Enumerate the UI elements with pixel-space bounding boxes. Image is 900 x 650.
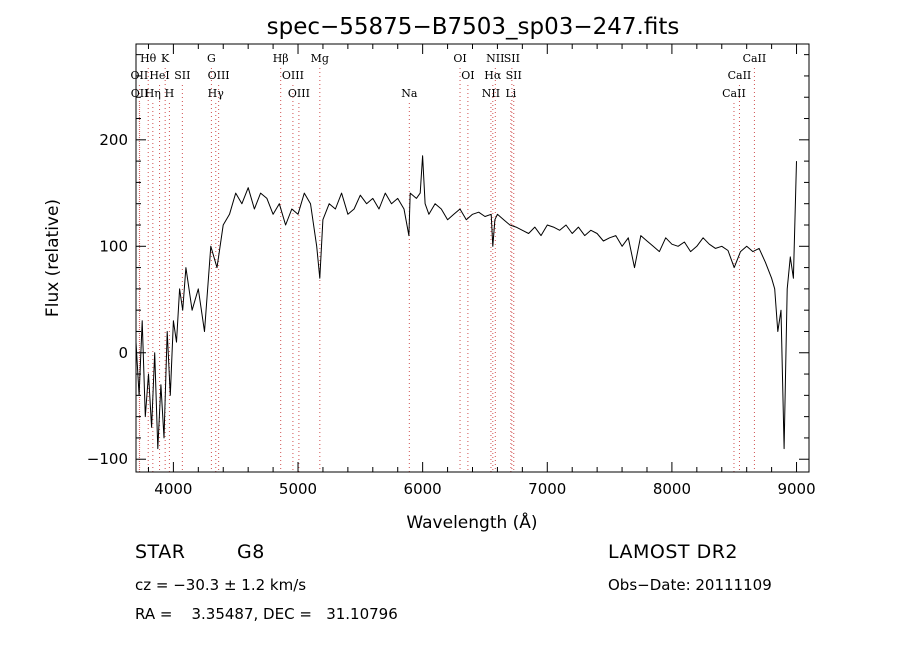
- x-tick-label-4000: 4000: [154, 480, 192, 498]
- x-axis-ticks: 4000 5000 6000 7000 8000 9000: [147, 44, 816, 498]
- x-tick-label-9000: 9000: [777, 480, 815, 498]
- line-label-23: Na: [401, 87, 418, 100]
- line-label-21: Hγ: [208, 87, 225, 100]
- chart-title: spec−55875−B7503_sp03−247.fits: [267, 14, 680, 40]
- line-label-7: SII: [504, 52, 520, 65]
- line-label-24: NII: [482, 87, 500, 100]
- line-label-22: OIII: [288, 87, 310, 100]
- observation-date: Obs−Date: 20111109: [608, 576, 772, 594]
- line-label-8: CaII: [743, 52, 767, 65]
- spectral-line-markers: [138, 68, 755, 472]
- line-label-1: K: [161, 52, 170, 65]
- line-label-2: G: [207, 52, 216, 65]
- y-tick-label--100: −100: [87, 450, 128, 468]
- line-label-14: OI: [461, 69, 474, 82]
- y-axis-ticks: −100 0 100 200: [87, 54, 809, 468]
- object-subclass: G8: [237, 541, 265, 563]
- line-label-3: Hβ: [273, 52, 289, 65]
- x-tick-label-5000: 5000: [279, 480, 317, 498]
- line-label-15: Hα: [484, 69, 502, 82]
- line-label-0: Hθ: [140, 52, 157, 65]
- line-label-4: Mg: [311, 52, 329, 65]
- redshift-velocity: cz = −30.3 ± 1.2 km/s: [135, 576, 307, 594]
- y-tick-label-200: 200: [99, 131, 128, 149]
- line-label-17: CaII: [728, 69, 752, 82]
- line-label-16: SII: [506, 69, 522, 82]
- x-axis-label: Wavelength (Å): [406, 511, 537, 533]
- line-label-6: NII: [486, 52, 504, 65]
- spectrum-line: [135, 155, 797, 450]
- line-label-11: SII: [174, 69, 190, 82]
- line-label-13: OIII: [282, 69, 304, 82]
- survey-name: LAMOST DR2: [608, 541, 738, 563]
- line-label-19: Hη: [145, 87, 161, 100]
- line-label-12: OIII: [208, 69, 230, 82]
- object-class: STAR: [135, 541, 186, 563]
- x-tick-label-8000: 8000: [653, 480, 691, 498]
- sky-coordinates: RA = 3.35487, DEC = 31.10796: [135, 605, 398, 623]
- line-label-25: Li: [505, 87, 516, 100]
- line-label-5: OI: [453, 52, 466, 65]
- y-tick-label-0: 0: [118, 344, 128, 362]
- line-label-18: OII: [131, 87, 149, 100]
- line-label-26: CaII: [722, 87, 746, 100]
- line-label-10: HeI: [149, 69, 169, 82]
- plot-frame: [135, 43, 810, 473]
- y-tick-label-100: 100: [99, 237, 128, 255]
- x-tick-label-6000: 6000: [404, 480, 442, 498]
- line-label-20: H: [165, 87, 175, 100]
- x-tick-label-7000: 7000: [528, 480, 566, 498]
- y-axis-label: Flux (relative): [43, 199, 63, 317]
